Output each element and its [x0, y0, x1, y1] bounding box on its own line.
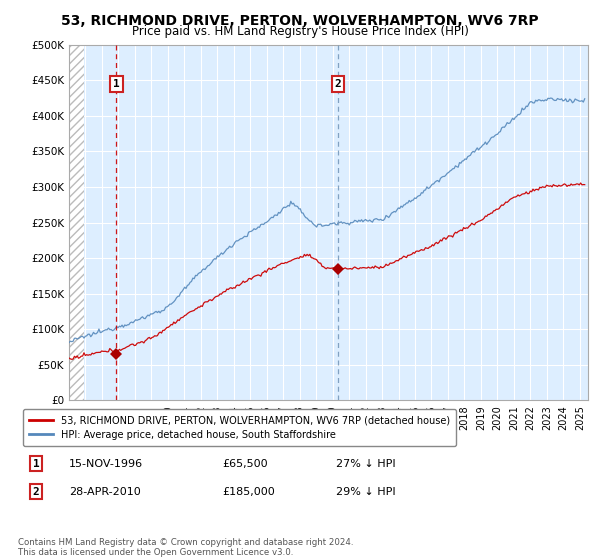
Text: 29% ↓ HPI: 29% ↓ HPI — [336, 487, 395, 497]
Text: 53, RICHMOND DRIVE, PERTON, WOLVERHAMPTON, WV6 7RP: 53, RICHMOND DRIVE, PERTON, WOLVERHAMPTO… — [61, 14, 539, 28]
Text: £185,000: £185,000 — [222, 487, 275, 497]
Text: 15-NOV-1996: 15-NOV-1996 — [69, 459, 143, 469]
Legend: 53, RICHMOND DRIVE, PERTON, WOLVERHAMPTON, WV6 7RP (detached house), HPI: Averag: 53, RICHMOND DRIVE, PERTON, WOLVERHAMPTO… — [23, 409, 456, 446]
Bar — [69, 45, 84, 400]
Text: Price paid vs. HM Land Registry's House Price Index (HPI): Price paid vs. HM Land Registry's House … — [131, 25, 469, 38]
Text: 1: 1 — [113, 79, 120, 89]
Text: 2: 2 — [32, 487, 40, 497]
Text: 1: 1 — [32, 459, 40, 469]
Text: £65,500: £65,500 — [222, 459, 268, 469]
Text: 28-APR-2010: 28-APR-2010 — [69, 487, 141, 497]
Text: Contains HM Land Registry data © Crown copyright and database right 2024.
This d: Contains HM Land Registry data © Crown c… — [18, 538, 353, 557]
Text: 2: 2 — [335, 79, 341, 89]
Text: 27% ↓ HPI: 27% ↓ HPI — [336, 459, 395, 469]
